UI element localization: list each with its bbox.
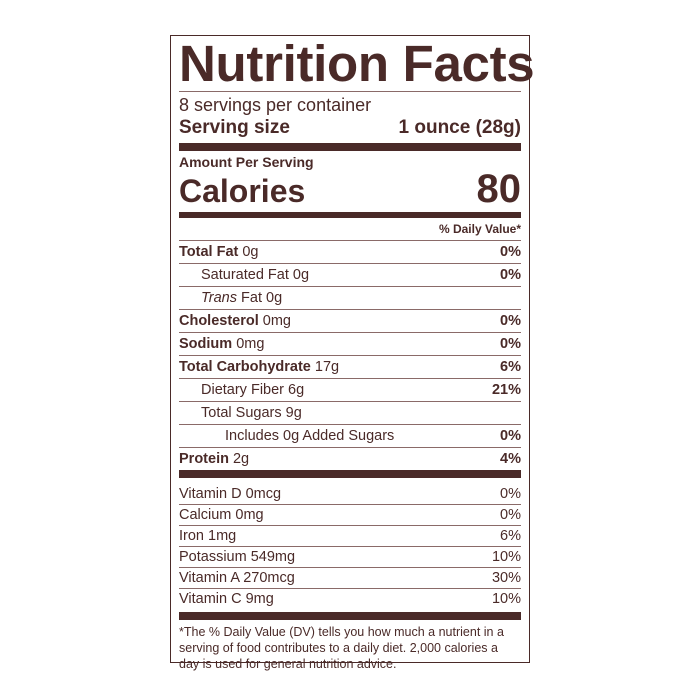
vitamin-row: Iron 1mg 6% <box>179 525 521 546</box>
nutrient-row: Includes 0g Added Sugars 0% <box>179 424 521 447</box>
nutrient-label: Total Sugars 9g <box>201 405 302 421</box>
nutrient-label: Total Carbohydrate <box>179 359 311 375</box>
nutrient-name: Protein 2g <box>179 448 249 470</box>
nutrient-name: Includes 0g Added Sugars <box>225 425 394 447</box>
thick-divider <box>179 212 521 218</box>
nutrient-row: Total Sugars 9g <box>179 401 521 424</box>
thick-divider <box>179 143 521 151</box>
nutrient-label: Protein <box>179 451 229 467</box>
nutrition-facts-label: Nutrition Facts 8 servings per container… <box>170 35 535 671</box>
vitamin-dv: 30% <box>491 570 521 586</box>
divider <box>179 91 521 92</box>
vitamin-name: Potassium 549mg <box>179 549 296 565</box>
nutrient-label: Dietary Fiber 6g <box>201 382 305 398</box>
nutrient-name: Saturated Fat 0g <box>201 264 309 286</box>
nutrient-dv: 21% <box>491 382 521 398</box>
nutrient-row: Trans Fat 0g <box>179 286 521 309</box>
nutrient-dv: 0% <box>500 336 521 352</box>
serving-size-value: 1 ounce (28g) <box>398 117 521 138</box>
vitamin-name: Vitamin C 9mg <box>179 591 274 607</box>
vitamin-name: Iron 1mg <box>179 528 237 544</box>
nutrient-amount: 0mg <box>258 313 292 329</box>
vitamin-row: Potassium 549mg 10% <box>179 546 521 567</box>
vitamin-dv: 0% <box>500 486 521 502</box>
nutrient-label: Trans <box>201 290 237 306</box>
nutrient-row: Protein 2g 4% <box>179 447 521 470</box>
nutrient-name: Sodium 0mg <box>179 333 264 355</box>
serving-size: Serving size 1 ounce (28g) <box>179 116 521 140</box>
vitamin-name: Calcium 0mg <box>179 507 264 523</box>
nutrient-row: Cholesterol 0mg 0% <box>179 309 521 332</box>
vitamin-row: Calcium 0mg 0% <box>179 504 521 525</box>
nutrient-label: Total Fat <box>179 244 239 260</box>
nutrient-amount: 17g <box>310 359 340 375</box>
nutrient-name: Dietary Fiber 6g <box>201 379 304 401</box>
nutrient-dv: 0% <box>500 267 521 283</box>
nutrient-row: Saturated Fat 0g 0% <box>179 263 521 286</box>
nutrient-row: Dietary Fiber 6g 21% <box>179 378 521 401</box>
vitamin-list: Vitamin D 0mcg 0% Calcium 0mg 0% Iron 1mg 6% P… <box>179 484 521 609</box>
nutrient-label: Saturated Fat 0g <box>201 267 310 283</box>
nutrient-label: Includes 0g Added Sugars <box>225 428 395 444</box>
vitamin-name: Vitamin D 0mcg <box>179 486 282 502</box>
thick-divider <box>179 470 521 478</box>
nutrient-row: Total Carbohydrate 17g 6% <box>179 355 521 378</box>
label-title: Nutrition Facts <box>179 35 535 92</box>
thick-divider <box>179 612 521 620</box>
nutrient-name: Trans Fat 0g <box>201 287 282 309</box>
nutrient-dv: 4% <box>500 451 521 467</box>
footnote: *The % Daily Value (DV) tells you how mu… <box>179 625 504 671</box>
servings-per-container: 8 servings per container <box>179 95 372 115</box>
vitamin-row: Vitamin A 270mcg 30% <box>179 567 521 588</box>
nutrient-list: Total Fat 0g 0% Saturated Fat 0g 0% Trans Fa… <box>179 240 521 470</box>
nutrient-name: Total Fat 0g <box>179 241 259 263</box>
nutrient-name: Total Sugars 9g <box>201 402 302 424</box>
vitamin-dv: 10% <box>491 549 521 565</box>
vitamin-dv: 6% <box>500 528 521 544</box>
nutrient-name: Total Carbohydrate 17g <box>179 356 339 378</box>
calories-row: Calories 80 <box>179 167 522 211</box>
vitamin-dv: 0% <box>500 507 521 523</box>
nutrient-amount: Fat 0g <box>237 290 283 306</box>
nutrient-dv: 0% <box>500 244 521 260</box>
nutrient-amount: 0mg <box>232 336 265 352</box>
serving-size-label: Serving size <box>179 117 290 138</box>
nutrient-amount: 0g <box>238 244 259 260</box>
calories-label: Calories <box>179 173 306 209</box>
nutrient-row: Sodium 0mg 0% <box>179 332 521 355</box>
nutrient-label: Sodium <box>179 336 233 352</box>
nutrient-dv: 0% <box>500 428 521 444</box>
amount-per-serving: Amount Per Serving <box>179 154 314 170</box>
nutrient-dv: 0% <box>500 313 521 329</box>
vitamin-name: Vitamin A 270mcg <box>179 570 295 586</box>
vitamin-dv: 10% <box>491 591 521 607</box>
vitamin-row: Vitamin C 9mg 10% <box>179 588 521 609</box>
calories-value: 80 <box>476 167 522 211</box>
vitamin-row: Vitamin D 0mcg 0% <box>179 484 521 504</box>
daily-value-header: % Daily Value* <box>438 222 521 236</box>
nutrient-amount: 2g <box>228 451 250 467</box>
nutrient-dv: 6% <box>500 359 521 375</box>
nutrient-row: Total Fat 0g 0% <box>179 240 521 263</box>
nutrient-name: Cholesterol 0mg <box>179 310 291 332</box>
nutrient-label: Cholesterol <box>179 313 259 329</box>
